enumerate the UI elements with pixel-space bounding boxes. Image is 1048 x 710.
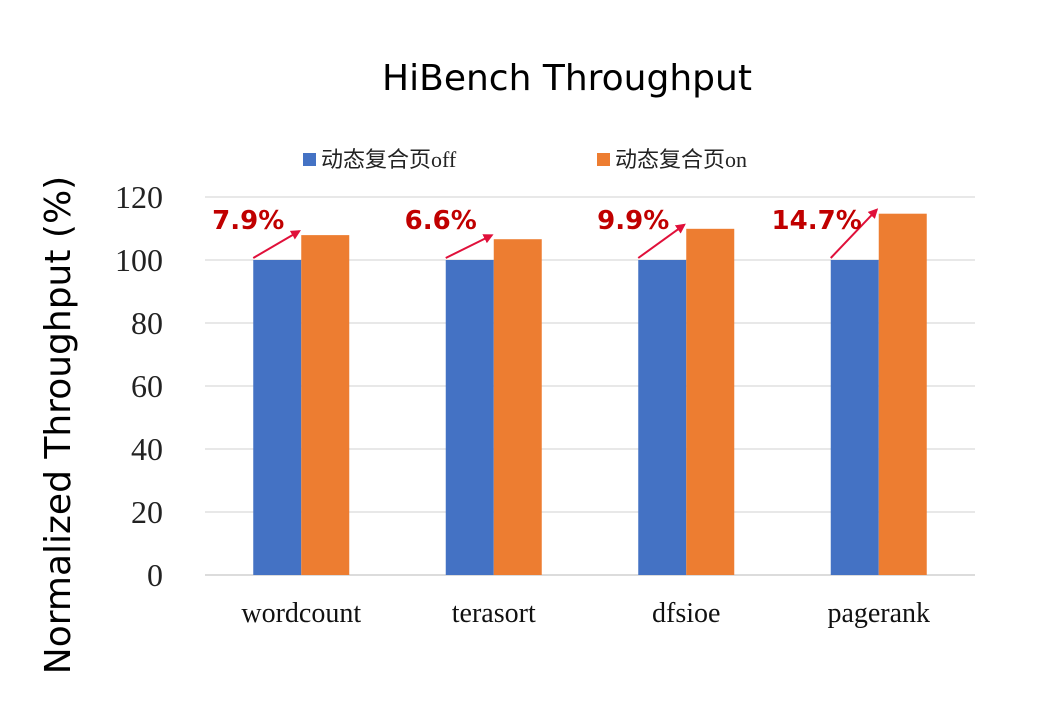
y-axis-label: Normalized Throughput (%) (38, 176, 79, 674)
legend-swatch (597, 153, 610, 166)
annotation-label: 14.7% (772, 206, 862, 236)
x-tick-label: pagerank (827, 598, 930, 629)
bar-on (878, 213, 927, 575)
legend: 动态复合页off 动态复合页on (303, 147, 747, 172)
y-tick-label: 40 (131, 431, 163, 467)
x-tick-label: wordcount (241, 598, 361, 629)
y-tick-label: 100 (115, 242, 163, 278)
annotation-arrow (445, 234, 494, 259)
chart-title: HiBench Throughput (382, 58, 752, 99)
y-tick-label: 0 (147, 557, 163, 593)
legend-label: 动态复合页on (615, 147, 747, 172)
legend-swatch (303, 153, 316, 166)
x-tick-labels: wordcount terasort dfsioe pagerank (241, 598, 930, 629)
y-tick-label: 60 (131, 368, 163, 404)
annotation-label: 7.9% (212, 206, 284, 236)
bar-off (830, 260, 879, 575)
x-tick-label: dfsioe (652, 598, 720, 629)
annotation-arrow (252, 230, 301, 259)
bar-on (493, 239, 542, 575)
y-tick-label: 20 (131, 494, 163, 530)
annotation-label: 9.9% (597, 206, 669, 236)
annotations: 7.9% 6.6% 9.9% 14.7% (212, 206, 879, 259)
bar-off (253, 260, 302, 575)
y-tick-label: 120 (115, 179, 163, 215)
legend-label: 动态复合页off (321, 147, 457, 172)
x-tick-label: terasort (452, 598, 536, 629)
bar-on (686, 228, 735, 575)
annotation-arrow (637, 223, 686, 259)
bar-off (445, 260, 494, 575)
bars (253, 213, 927, 576)
annotation-arrow (830, 208, 879, 259)
bar-off (638, 260, 687, 575)
bar-on (301, 235, 350, 576)
y-tick-labels: 0 20 40 60 80 100 120 (115, 179, 163, 593)
annotation-label: 6.6% (405, 206, 477, 236)
y-tick-label: 80 (131, 305, 163, 341)
